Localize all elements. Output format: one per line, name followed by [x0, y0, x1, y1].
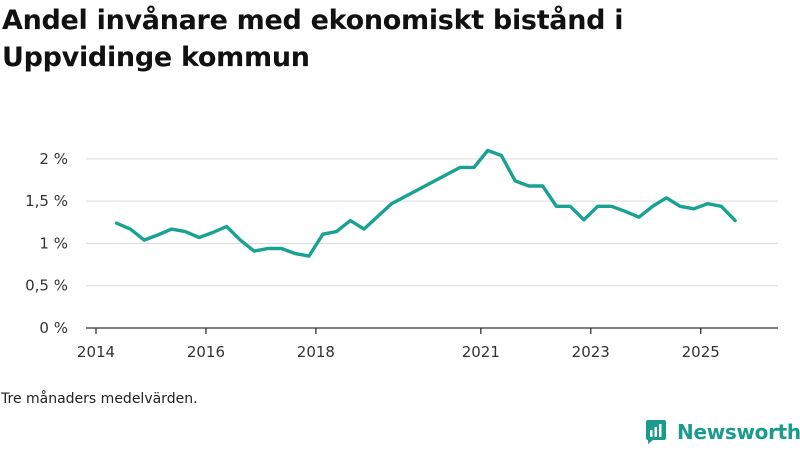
data-point[interactable] [458, 165, 463, 170]
data-point[interactable] [169, 227, 174, 232]
data-point[interactable] [554, 204, 559, 209]
data-point[interactable] [719, 204, 724, 209]
data-point[interactable] [499, 153, 504, 158]
footnote: Tre månaders medelvärden. [1, 391, 198, 407]
data-point[interactable] [623, 209, 628, 214]
data-point[interactable] [334, 229, 339, 234]
data-point[interactable] [320, 232, 325, 237]
data-point[interactable] [581, 217, 586, 222]
x-tick-label: 2021 [462, 343, 500, 361]
data-point[interactable] [568, 204, 573, 209]
data-point[interactable] [526, 184, 531, 189]
data-point[interactable] [252, 249, 257, 254]
data-point[interactable] [128, 227, 133, 232]
data-point[interactable] [485, 148, 490, 153]
y-tick-label: 1 % [39, 234, 68, 252]
data-point[interactable] [733, 218, 738, 223]
data-point[interactable] [705, 201, 710, 206]
chart-title: Andel invånare med ekonomiskt bistånd i … [2, 5, 624, 73]
x-tick-label: 2018 [297, 343, 335, 361]
data-point[interactable] [224, 224, 229, 229]
series-line [114, 148, 737, 258]
data-point[interactable] [142, 238, 147, 243]
data-point[interactable] [155, 233, 160, 238]
data-point[interactable] [348, 218, 353, 223]
data-point[interactable] [389, 201, 394, 206]
data-point[interactable] [279, 246, 284, 251]
gridlines [86, 158, 778, 287]
data-point[interactable] [293, 251, 298, 256]
data-point[interactable] [210, 230, 215, 235]
data-point[interactable] [472, 165, 477, 170]
data-point[interactable] [265, 246, 270, 251]
x-tick-label: 2016 [187, 343, 225, 361]
y-axis-tick-labels: 0 % 0,5 % 1 % 1,5 % 2 % [25, 150, 68, 337]
data-point[interactable] [595, 204, 600, 209]
y-tick-label: 1,5 % [25, 192, 68, 210]
x-tick-label: 2023 [572, 343, 610, 361]
data-point[interactable] [636, 215, 641, 220]
data-point[interactable] [691, 206, 696, 211]
data-point[interactable] [678, 204, 683, 209]
y-tick-label: 0 % [39, 319, 68, 337]
x-tick-label: 2025 [682, 343, 720, 361]
y-tick-label: 2 % [39, 150, 68, 168]
data-point[interactable] [650, 204, 655, 209]
data-point[interactable] [362, 227, 367, 232]
x-axis-tick-labels: 2014 2016 2018 2021 2023 2025 [77, 343, 720, 361]
data-point[interactable] [540, 184, 545, 189]
data-point[interactable] [664, 195, 669, 200]
data-point[interactable] [307, 254, 312, 259]
y-tick-label: 0,5 % [25, 277, 68, 295]
data-point[interactable] [513, 178, 518, 183]
series-lines [114, 148, 738, 259]
x-axis [86, 327, 778, 334]
brand-logo: Newsworthy [644, 419, 800, 445]
data-point[interactable] [183, 229, 188, 234]
brand-name: Newsworthy [677, 420, 800, 444]
data-point[interactable] [114, 221, 119, 226]
newsworthy-logo-icon [646, 420, 666, 444]
data-point[interactable] [609, 204, 614, 209]
data-point[interactable] [197, 235, 202, 240]
data-point[interactable] [238, 238, 243, 243]
x-tick-label: 2014 [77, 343, 115, 361]
